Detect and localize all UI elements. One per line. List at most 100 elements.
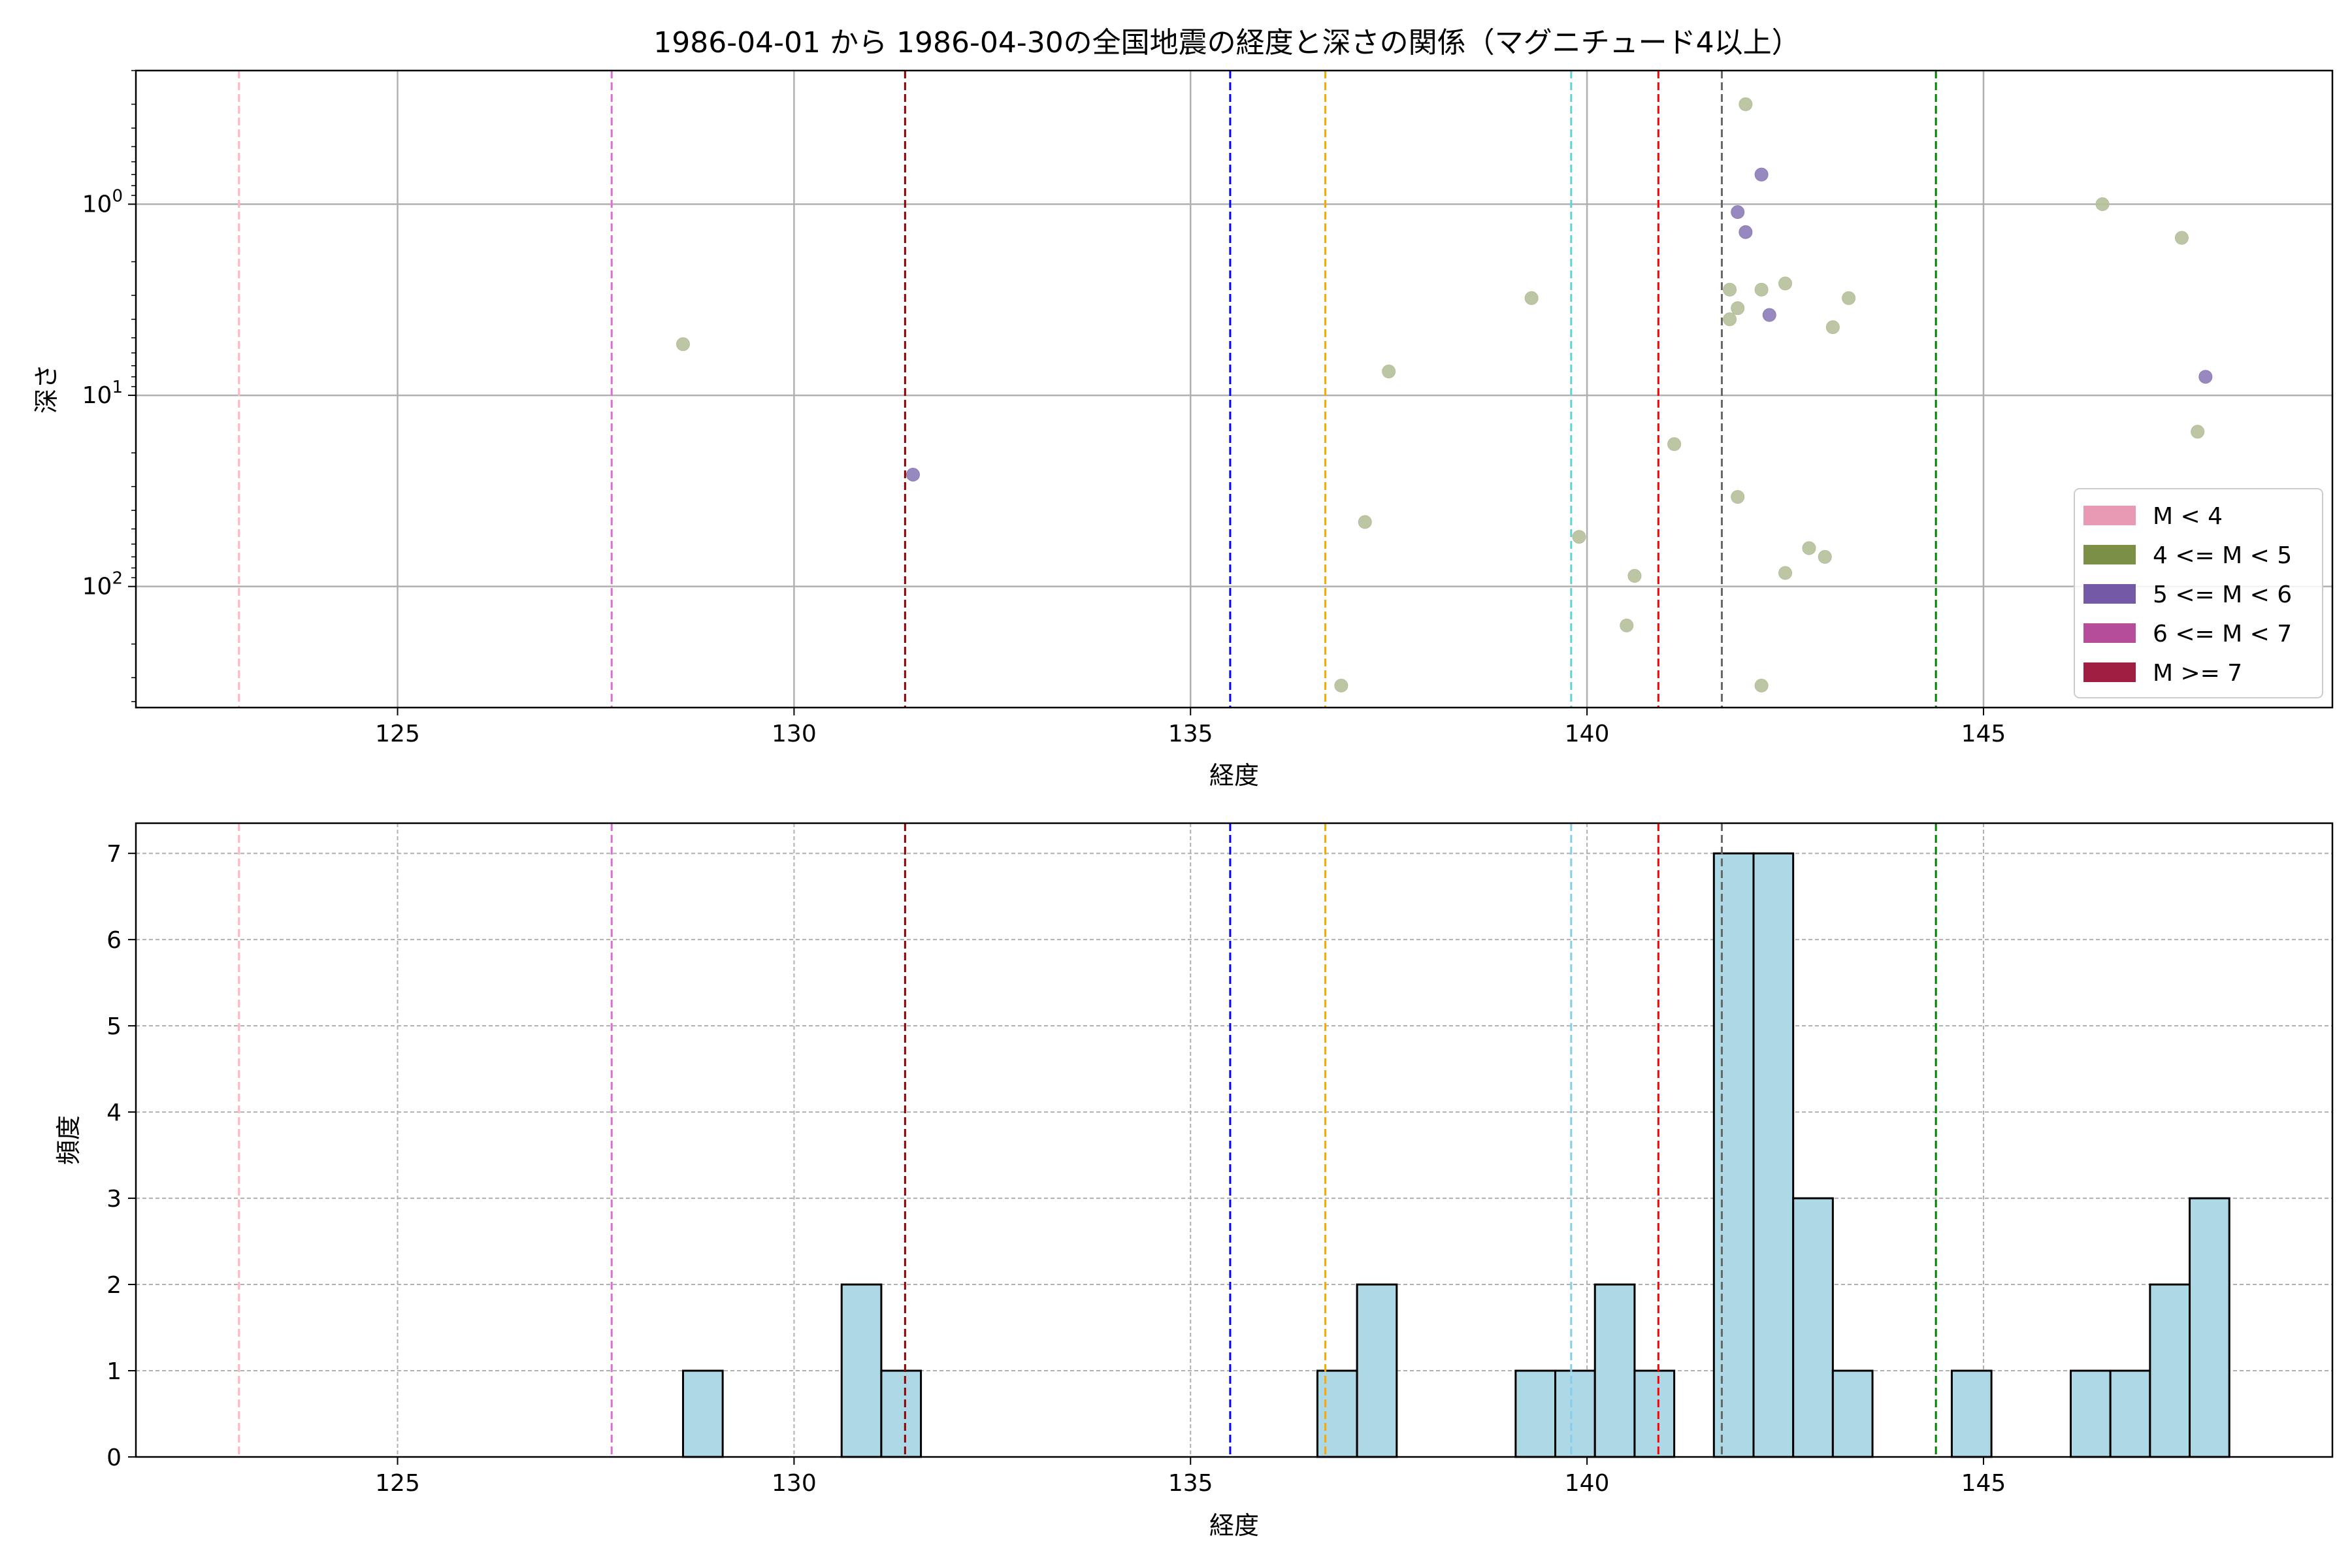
scatter-point <box>1334 678 1348 693</box>
histogram-bar <box>2149 1283 2191 1458</box>
histogram-bar <box>840 1283 883 1458</box>
scatter-point <box>1825 320 1840 335</box>
histogram-x-axis-label: 経度 <box>1209 1511 1259 1540</box>
scatter-point <box>2095 197 2110 212</box>
legend-label: 6 <= M < 7 <box>2153 621 2292 647</box>
histogram-bar <box>1514 1369 1557 1458</box>
legend-swatch <box>2083 506 2136 525</box>
histogram-x-tick-label: 145 <box>1961 1470 2006 1497</box>
scatter-point <box>2198 370 2213 384</box>
scatter-point <box>2191 425 2205 439</box>
histogram-bar <box>681 1369 724 1458</box>
scatter-point <box>1382 365 1396 379</box>
scatter-y-ticks: 100 101 102 <box>82 70 136 702</box>
histogram-y-tick-label: 3 <box>106 1186 122 1213</box>
histogram-x-ticks: 125 130 135 140 145 <box>375 1457 2006 1497</box>
scatter-point <box>1620 618 1634 632</box>
histogram-x-tick-label: 140 <box>1565 1470 1610 1497</box>
scatter-point <box>1723 282 1737 297</box>
scatter-point <box>1818 549 1832 564</box>
histogram-bars <box>681 852 2230 1458</box>
legend-swatch <box>2083 662 2136 682</box>
legend-frame <box>2074 488 2323 698</box>
histogram-x-tick-label: 125 <box>375 1470 420 1497</box>
scatter-grid <box>136 71 2332 708</box>
scatter-x-tick-label: 130 <box>772 721 817 747</box>
scatter-y-tick-label: 102 <box>82 569 123 600</box>
legend-swatch <box>2083 584 2136 604</box>
scatter-points <box>676 97 2213 693</box>
scatter-x-ticks: 125 130 135 140 145 <box>375 708 2006 747</box>
scatter-title: 1986-04-01 から 1986-04-30の全国地震の経度と深さの関係（マ… <box>653 26 1800 59</box>
legend-swatch <box>2083 623 2136 643</box>
histogram-y-tick-label: 0 <box>106 1445 122 1471</box>
legend-swatch <box>2083 545 2136 564</box>
histogram-y-axis-label: 頻度 <box>54 1115 83 1165</box>
histogram-bar <box>1356 1283 1398 1458</box>
histogram-bar <box>1633 1369 1676 1458</box>
scatter-point <box>1778 566 1793 580</box>
scatter-point <box>676 337 690 351</box>
scatter-point <box>1754 167 1769 182</box>
histogram-x-tick-label: 135 <box>1168 1470 1213 1497</box>
histogram-y-tick-label: 6 <box>106 927 122 954</box>
scatter-x-tick-label: 140 <box>1565 721 1610 747</box>
scatter-point <box>1731 205 1745 220</box>
scatter-plot-frame <box>135 69 2334 709</box>
scatter-point <box>1739 97 1753 112</box>
scatter-point <box>1731 301 1745 316</box>
histogram-x-tick-label: 130 <box>772 1470 817 1497</box>
histogram-bar <box>880 1369 923 1458</box>
scatter-reference-lines <box>238 71 1937 708</box>
scatter-x-tick-label: 145 <box>1961 721 2006 747</box>
legend-label: M >= 7 <box>2153 660 2242 687</box>
scatter-point <box>906 467 920 482</box>
scatter-point <box>1802 541 1816 555</box>
scatter-y-tick-label: 100 <box>82 187 123 218</box>
histogram-y-tick-label: 2 <box>106 1272 122 1299</box>
histogram-bar <box>2189 1197 2230 1458</box>
histogram-bar <box>1831 1369 1874 1458</box>
scatter-y-tick-label: 101 <box>82 378 123 409</box>
histogram-bar <box>2069 1369 2112 1458</box>
scatter-point <box>1572 530 1586 544</box>
legend-label: M < 4 <box>2153 503 2223 530</box>
scatter-x-tick-label: 135 <box>1168 721 1213 747</box>
histogram-y-tick-label: 5 <box>106 1013 122 1040</box>
scatter-x-tick-label: 125 <box>375 721 420 747</box>
histogram-bar <box>1752 852 1795 1458</box>
histogram-plot-frame <box>135 822 2334 1458</box>
histogram-bar <box>1792 1197 1834 1458</box>
scatter-point <box>1754 678 1769 693</box>
scatter-point <box>1739 225 1753 239</box>
scatter-point <box>1358 515 1372 529</box>
histogram-y-tick-label: 4 <box>106 1100 122 1126</box>
scatter-point <box>1778 276 1793 291</box>
histogram-bar <box>1554 1369 1596 1458</box>
histogram-bar <box>2109 1369 2151 1458</box>
scatter-point <box>1731 490 1745 504</box>
scatter-point <box>1723 312 1737 327</box>
scatter-point <box>1667 437 1682 451</box>
histogram-y-ticks: 0 1 2 3 4 5 6 7 <box>106 841 136 1471</box>
histogram-y-tick-label: 1 <box>106 1358 122 1385</box>
scatter-point <box>2174 231 2189 245</box>
histogram-bar <box>1950 1369 1993 1458</box>
legend-label: 5 <= M < 6 <box>2153 581 2292 608</box>
scatter-point <box>1524 291 1539 305</box>
scatter-legend: M < 4 4 <= M < 5 5 <= M < 6 6 <= M < 7 M >= … <box>2074 488 2323 698</box>
histogram-panel: 125 130 135 140 145 0 1 2 3 4 5 6 7 経度 頻度 <box>54 822 2334 1540</box>
scatter-x-axis-label: 経度 <box>1209 761 1259 790</box>
scatter-point <box>1842 291 1856 305</box>
histogram-bar <box>1712 852 1755 1458</box>
scatter-panel: 125 130 135 140 145 100 101 102 経度 深さ M < 4 4 <… <box>32 69 2334 790</box>
scatter-y-axis-label: 深さ <box>32 364 61 414</box>
histogram-bar <box>1593 1283 1636 1458</box>
legend-label: 4 <= M < 5 <box>2153 542 2292 569</box>
histogram-bar <box>1316 1369 1358 1458</box>
scatter-point <box>1627 568 1642 583</box>
histogram-y-tick-label: 7 <box>106 841 122 868</box>
scatter-point <box>1762 308 1776 322</box>
scatter-point <box>1754 282 1769 297</box>
